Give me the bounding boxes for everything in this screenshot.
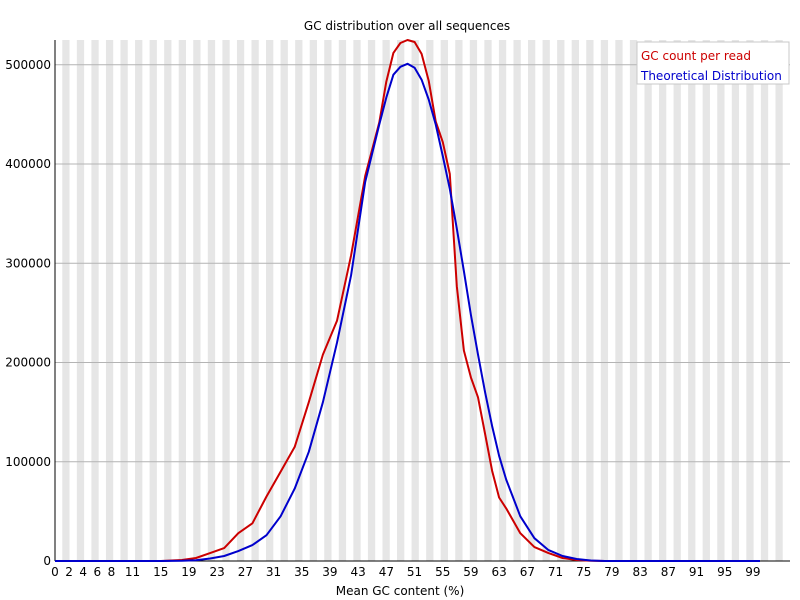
x-tick-label: 59 bbox=[463, 565, 478, 579]
x-tick-label: 27 bbox=[238, 565, 253, 579]
legend-entry-theoretical: Theoretical Distribution bbox=[640, 69, 782, 83]
x-tick-label: 71 bbox=[548, 565, 563, 579]
x-tick-labels: 0 2 4 6 8 11 15 19 23 27 31 35 39 43 47 51 55 59 63 67 71 75 7… bbox=[51, 565, 760, 579]
background-band bbox=[586, 40, 594, 561]
background-band bbox=[688, 40, 696, 561]
background-band bbox=[746, 40, 754, 561]
background-band bbox=[280, 40, 288, 561]
legend-box bbox=[636, 41, 790, 85]
y-tick-labels: 0 100000 200000 300000 400000 500000 bbox=[5, 58, 51, 568]
x-tick-label: 35 bbox=[294, 565, 309, 579]
x-tick-label: 11 bbox=[125, 565, 140, 579]
x-tick-label: 23 bbox=[210, 565, 225, 579]
y-tick-label: 300000 bbox=[5, 256, 51, 270]
background-band bbox=[659, 40, 667, 561]
background-band bbox=[338, 40, 347, 561]
background-band bbox=[149, 40, 157, 561]
background-band bbox=[731, 40, 740, 561]
x-tick-label: 75 bbox=[576, 565, 591, 579]
background-band bbox=[76, 40, 85, 561]
y-tick-label: 500000 bbox=[5, 58, 51, 72]
y-tick-label: 100000 bbox=[5, 455, 51, 469]
background-band bbox=[673, 40, 681, 561]
x-tick-label: 8 bbox=[108, 565, 116, 579]
x-tick-label: 31 bbox=[266, 565, 281, 579]
background-band bbox=[775, 40, 783, 561]
background-band bbox=[353, 40, 361, 561]
x-tick-label: 91 bbox=[689, 565, 704, 579]
background-band bbox=[542, 40, 550, 561]
background-band bbox=[411, 40, 419, 561]
background-band bbox=[528, 40, 536, 561]
y-tick-label: 200000 bbox=[5, 356, 51, 370]
background-band bbox=[557, 40, 565, 561]
background-band bbox=[193, 40, 201, 561]
background-band bbox=[571, 40, 579, 561]
background-band bbox=[324, 40, 332, 561]
x-axis-label: Mean GC content (%) bbox=[336, 584, 465, 598]
x-tick-label: 6 bbox=[93, 565, 101, 579]
x-tick-label: 4 bbox=[79, 565, 87, 579]
x-tick-label: 79 bbox=[604, 565, 619, 579]
background-band bbox=[600, 40, 609, 561]
background-band bbox=[397, 40, 405, 561]
x-tick-label: 19 bbox=[181, 565, 196, 579]
x-tick-label: 51 bbox=[407, 565, 422, 579]
background-band bbox=[382, 40, 390, 561]
background-band bbox=[91, 40, 99, 561]
background-band bbox=[120, 40, 128, 561]
background-band bbox=[295, 40, 303, 561]
series-line-gc-count bbox=[55, 39, 760, 562]
background-band bbox=[498, 40, 507, 561]
background-band bbox=[469, 40, 478, 561]
background-band bbox=[702, 40, 710, 561]
background-band bbox=[760, 40, 769, 561]
background-band bbox=[513, 40, 521, 561]
x-tick-label: 67 bbox=[520, 565, 535, 579]
x-tick-label: 99 bbox=[745, 565, 760, 579]
background-band bbox=[222, 40, 230, 561]
background-band bbox=[644, 40, 652, 561]
x-tick-label: 39 bbox=[322, 565, 337, 579]
x-tick-label: 63 bbox=[492, 565, 507, 579]
x-tick-label: 83 bbox=[633, 565, 648, 579]
background-band bbox=[440, 40, 448, 561]
background-band bbox=[615, 40, 623, 561]
background-band bbox=[367, 40, 376, 561]
background-bands bbox=[62, 40, 783, 561]
background-band bbox=[164, 40, 172, 561]
x-tick-label: 43 bbox=[351, 565, 366, 579]
x-tick-label: 47 bbox=[379, 565, 394, 579]
x-tick-label: 2 bbox=[65, 565, 73, 579]
background-band bbox=[207, 40, 216, 561]
background-band bbox=[236, 40, 245, 561]
x-tick-label: 0 bbox=[51, 565, 59, 579]
background-band bbox=[251, 40, 259, 561]
y-tick-label: 0 bbox=[43, 554, 51, 568]
background-band bbox=[629, 40, 638, 561]
background-band bbox=[266, 40, 274, 561]
x-tick-label: 55 bbox=[435, 565, 450, 579]
x-tick-label: 15 bbox=[153, 565, 168, 579]
background-band bbox=[484, 40, 492, 561]
background-band bbox=[426, 40, 434, 561]
background-band bbox=[62, 40, 70, 561]
background-band bbox=[178, 40, 186, 561]
legend: GC count per read Theoretical Distributi… bbox=[636, 41, 790, 85]
y-tick-label: 400000 bbox=[5, 157, 51, 171]
chart-title: GC distribution over all sequences bbox=[304, 19, 510, 33]
series-line-theoretical bbox=[55, 62, 760, 562]
background-band bbox=[105, 40, 114, 561]
background-band bbox=[135, 40, 143, 561]
series-lines bbox=[55, 39, 760, 562]
x-tick-label: 95 bbox=[717, 565, 732, 579]
legend-entry-gc-count: GC count per read bbox=[641, 49, 751, 63]
background-band bbox=[309, 40, 317, 561]
x-tick-label: 87 bbox=[661, 565, 676, 579]
background-band bbox=[717, 40, 725, 561]
